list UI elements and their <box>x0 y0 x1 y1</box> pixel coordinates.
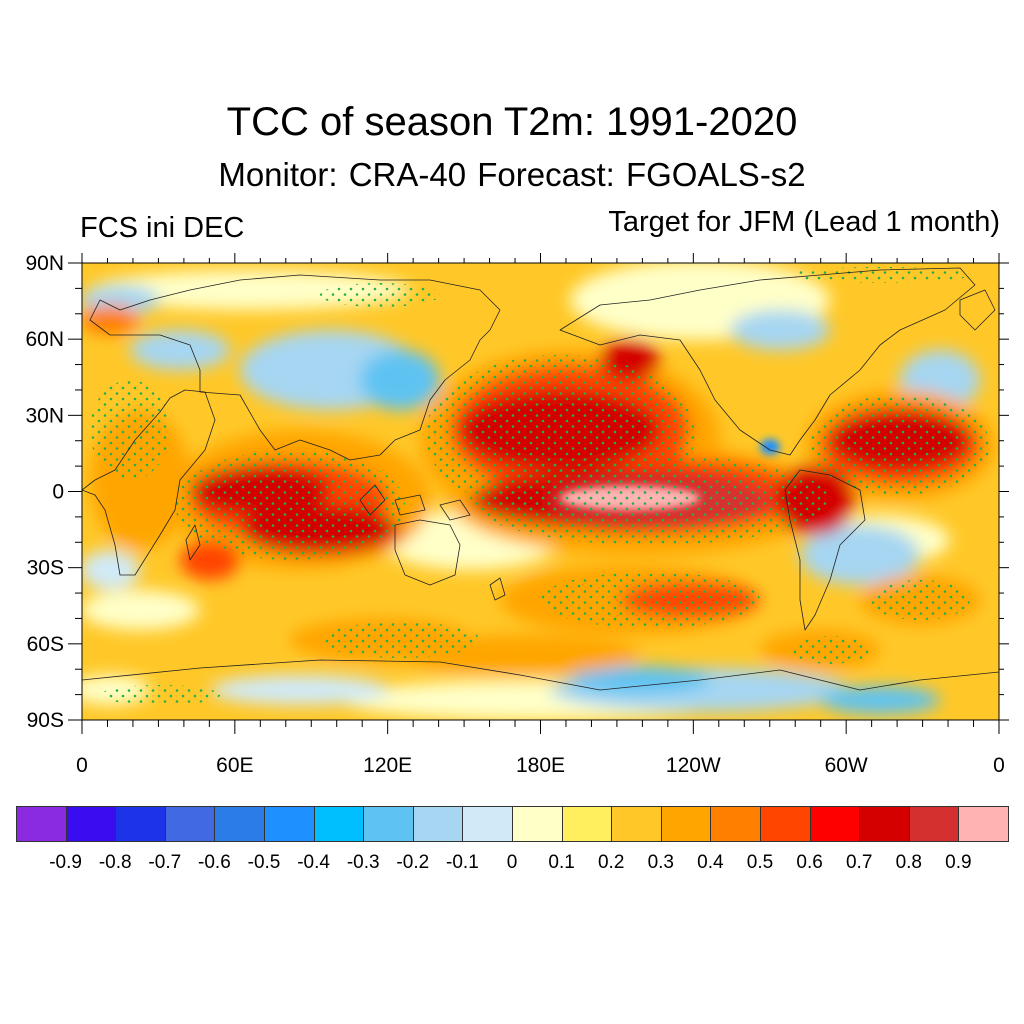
colorbar-swatch <box>164 806 216 842</box>
x-tick-label: 180E <box>516 754 565 777</box>
colorbar-label: 0.4 <box>697 852 724 873</box>
colorbar-label: -0.4 <box>297 852 330 873</box>
significance-stippling <box>90 267 990 705</box>
colorbar-label: 0.6 <box>796 852 823 873</box>
colorbar-label: 0.5 <box>746 852 774 873</box>
colorbar-label: 0.3 <box>647 852 675 873</box>
x-tick-label: 120W <box>666 754 721 777</box>
colorbar-swatch <box>859 806 910 842</box>
colorbar-swatch <box>809 806 861 842</box>
colorbar-swatch <box>462 806 513 842</box>
colorbar-label: -0.8 <box>98 852 132 873</box>
target-label: Target for JFM (Lead 1 month) <box>608 206 1000 238</box>
colorbar-label: -0.6 <box>198 852 231 873</box>
colorbar-swatch <box>660 806 712 842</box>
colorbar-swatch <box>115 806 166 842</box>
colorbar-label: -0.7 <box>148 852 182 873</box>
colorbar-label: 0.9 <box>945 852 972 873</box>
colorbar-swatch <box>412 806 464 842</box>
colorbar-label: 0.8 <box>895 852 923 873</box>
colorbar-swatch <box>65 806 117 842</box>
colorbar-swatch <box>264 806 315 842</box>
colorbar-swatch <box>16 806 67 842</box>
colorbar-label: -0.1 <box>446 852 479 873</box>
x-tick-label: 60W <box>825 754 868 777</box>
y-tick-label: 60S <box>27 633 64 656</box>
colorbar-label: 0.2 <box>597 852 625 873</box>
y-tick-label: 30N <box>25 404 64 427</box>
colorbar-swatch <box>313 806 365 842</box>
colorbar-label: -0.3 <box>346 852 380 873</box>
chart-subtitle: Monitor: CRA-40 Forecast: FGOALS-s2 <box>218 156 806 193</box>
colorbar-label: -0.9 <box>49 852 82 873</box>
chart-title: TCC of season T2m: 1991-2020 <box>226 100 798 144</box>
colorbar-label: 0.1 <box>548 852 575 873</box>
colorbar-swatch <box>760 806 811 842</box>
y-tick-label: 60N <box>25 328 64 351</box>
colorbar-swatch <box>958 806 1009 842</box>
init-label: FCS ini DEC <box>80 212 245 244</box>
colorbar-swatch <box>710 806 761 842</box>
colorbar-label: -0.2 <box>396 852 430 873</box>
x-tick-label: 0 <box>76 754 88 777</box>
colorbar-swatch <box>908 806 960 842</box>
colorbar-swatch <box>611 806 662 842</box>
y-tick-label: 30S <box>27 557 64 580</box>
colorbar-label: 0.7 <box>845 852 873 873</box>
x-tick-label: 0 <box>993 754 1005 777</box>
x-tick-label: 60E <box>216 754 253 777</box>
y-tick-label: 0 <box>52 481 64 504</box>
colorbar-swatch <box>512 806 563 842</box>
map-field <box>82 263 999 720</box>
colorbar-swatch <box>363 806 414 842</box>
colorbar-label: -0.5 <box>247 852 281 873</box>
colorbar-swatch <box>561 806 613 842</box>
x-tick-label: 120E <box>363 754 412 777</box>
y-tick-label: 90N <box>25 252 64 275</box>
colorbar-swatch <box>214 806 265 842</box>
coastlines <box>82 267 999 691</box>
y-tick-label: 90S <box>27 709 64 732</box>
colorbar-label: 0 <box>506 852 518 873</box>
